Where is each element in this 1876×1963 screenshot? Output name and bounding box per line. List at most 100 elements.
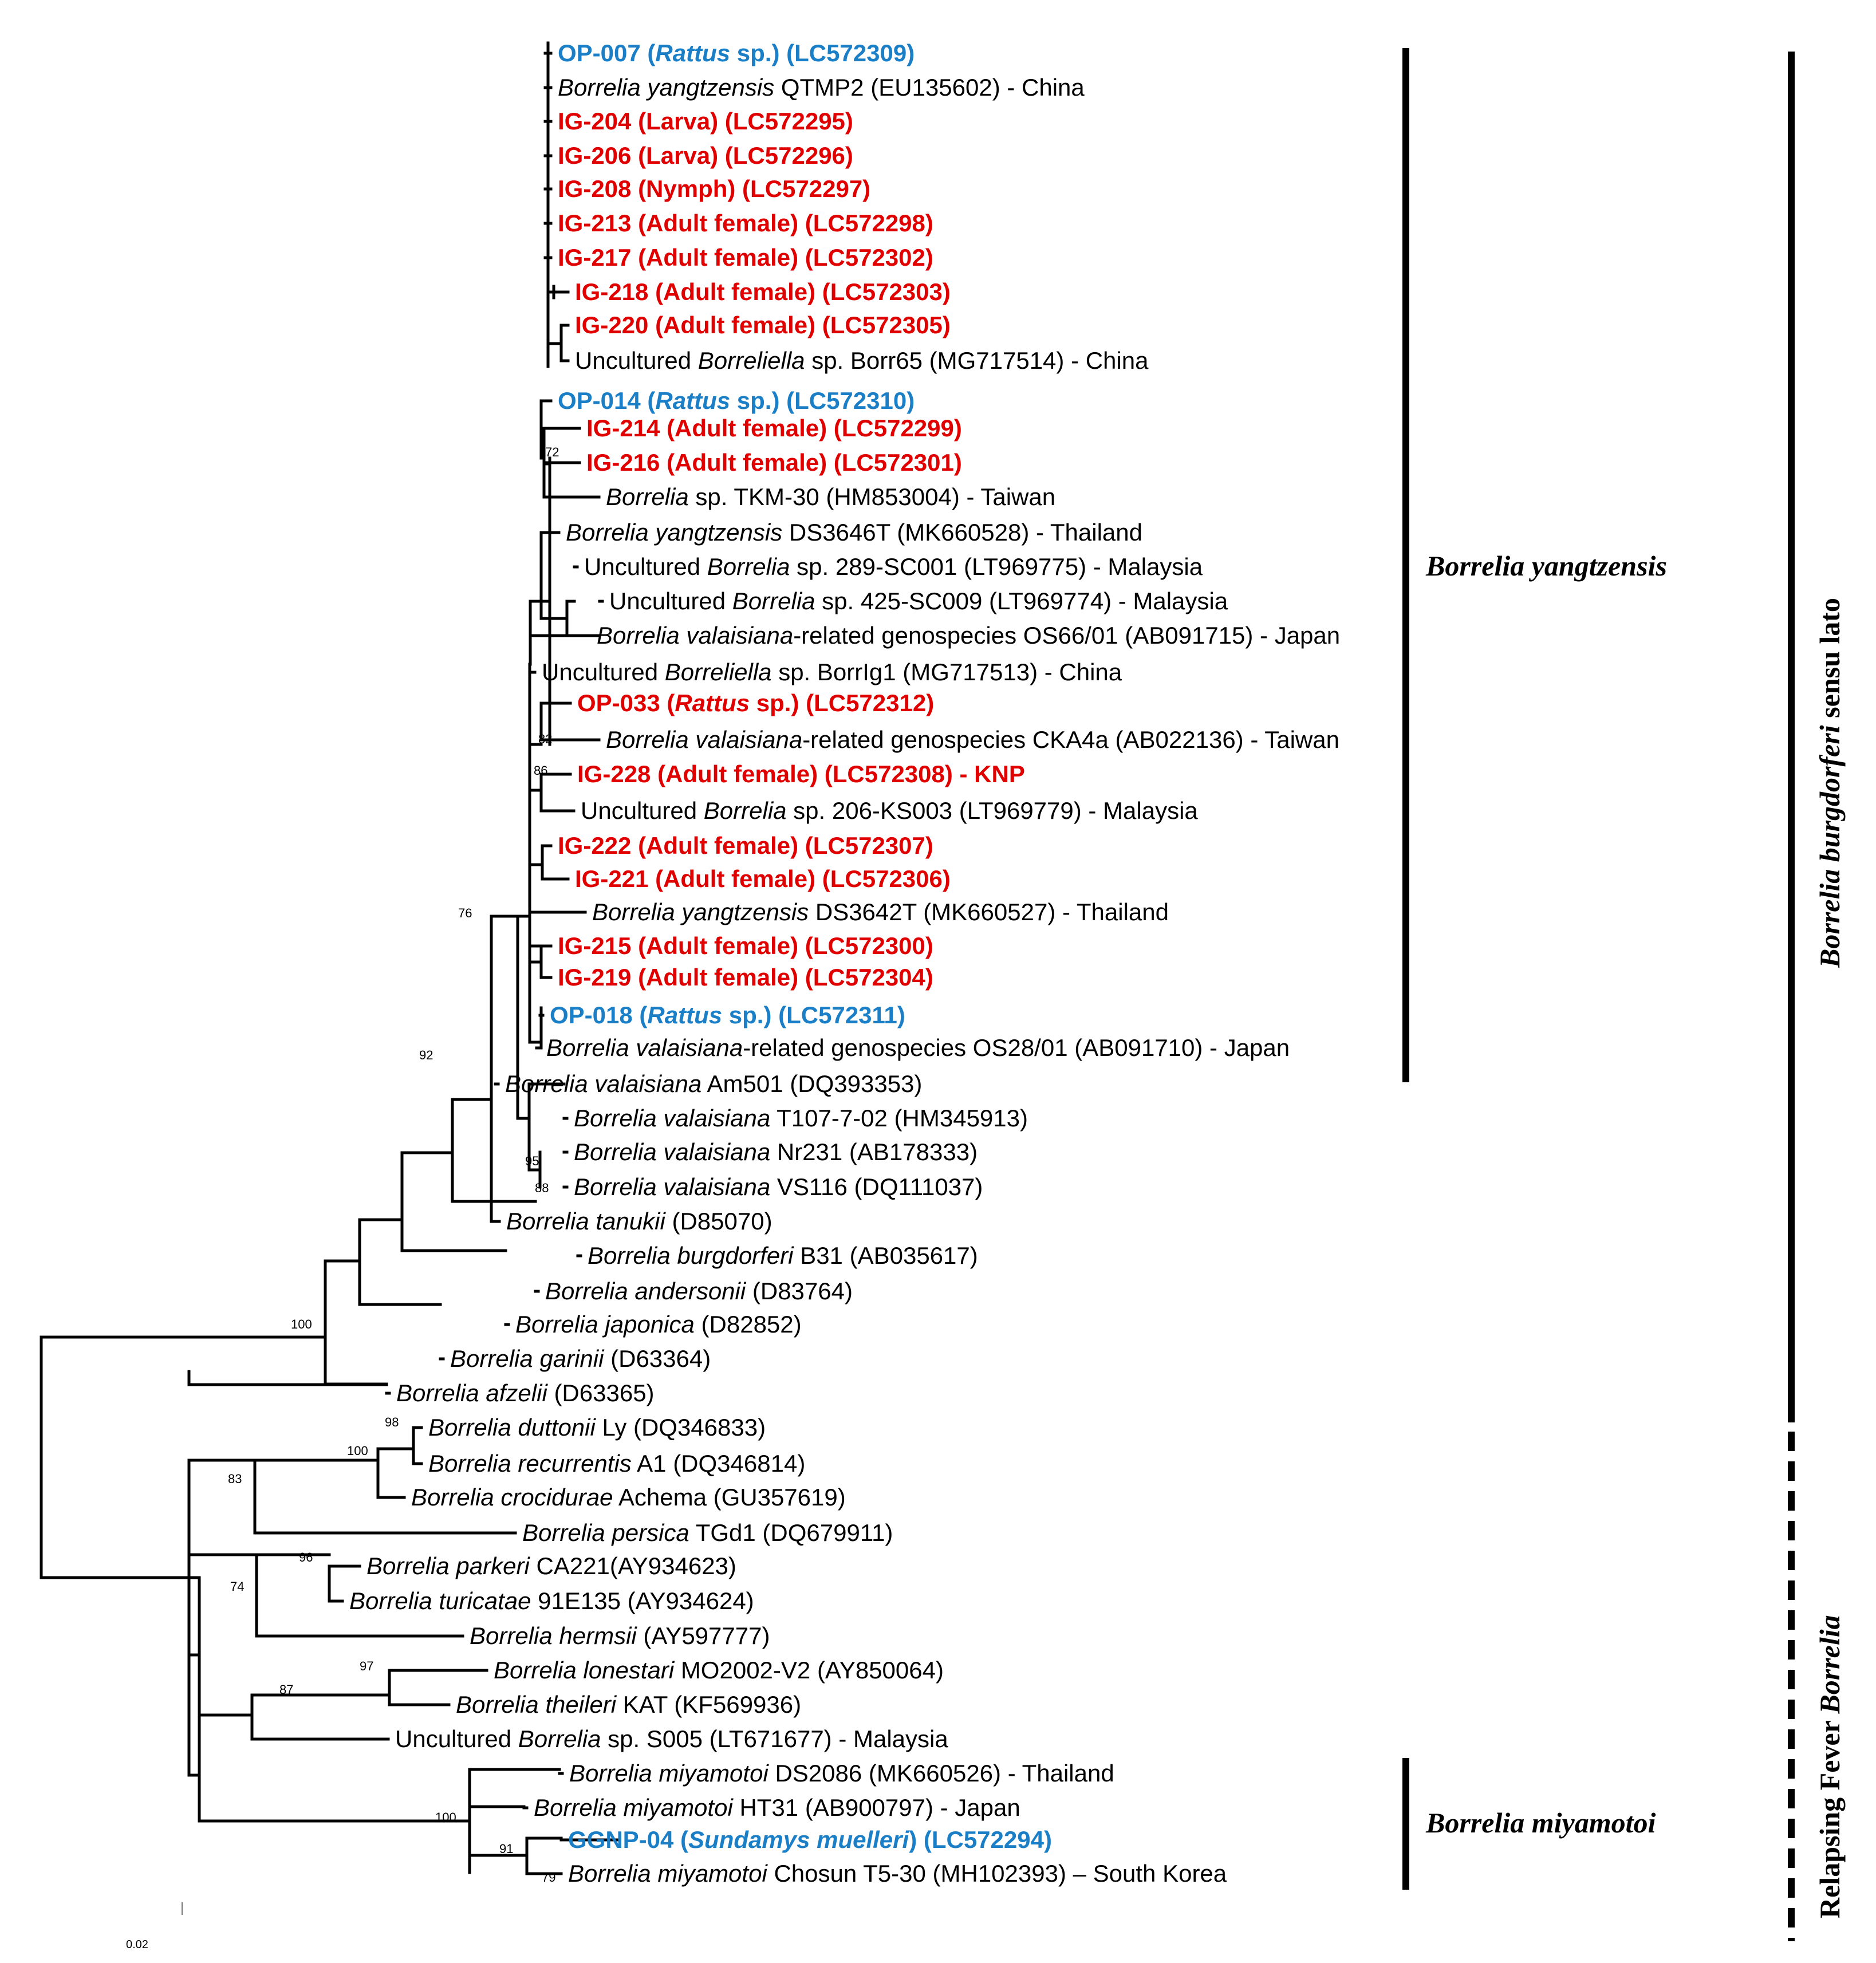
taxon-label-part: MO2002-V2 (AY850064) (674, 1657, 944, 1684)
sensu-lato-suffix: sensu lato (1814, 598, 1846, 725)
taxon-label-t22: IG-228 (Adult female) (LC572308) - KNP (577, 760, 1025, 787)
taxon-label-t37: Borrelia andersonii (D83764) (545, 1278, 853, 1304)
taxon-label-part: IG-208 (Nymph) (LC572297) (558, 175, 870, 202)
taxon-label-t7: IG-217 (Adult female) (LC572302) (558, 244, 933, 271)
taxon-label-part: Borrelia valaisiana (574, 1138, 770, 1165)
taxon-label-part: Borrelia valaisiana (574, 1105, 770, 1132)
taxon-label-part: Uncultured (575, 347, 698, 374)
taxon-label-part: ) (LC572294) (909, 1826, 1052, 1853)
bootstrap-values: 72 82 86 76 92 95 88 100 98 100 83 96 74… (228, 445, 559, 1885)
taxon-label-t8: IG-218 (Adult female) (LC572303) (575, 278, 951, 305)
yangtzensis-clade-label: Borrelia yangtzensis (1425, 550, 1667, 582)
taxon-label-part: 91E135 (AY934624) (531, 1587, 754, 1614)
bootstrap-label: 76 (458, 906, 472, 920)
taxon-label-part: sp. 206-KS003 (LT969779) - Malaysia (787, 797, 1199, 824)
taxon-label-part: Borrelia valaisiana (546, 1034, 743, 1061)
taxon-label-part: Borrelia (732, 588, 815, 614)
taxon-label-t54: Borrelia miyamotoi Chosun T5-30 (MH10239… (568, 1860, 1227, 1887)
taxon-label-part: DS2086 (MK660526) - Thailand (768, 1760, 1114, 1787)
taxon-label-part: IG-216 (Adult female) (LC572301) (586, 449, 962, 476)
taxon-label-part: Borrelia (704, 797, 787, 824)
taxon-label-t10: Uncultured Borreliella sp. Borr65 (MG717… (575, 347, 1149, 374)
taxon-label-part: sp.) (LC572312) (750, 689, 934, 716)
taxon-label-part: Borrelia andersonii (545, 1278, 747, 1304)
taxon-label-part: Borrelia yangtzensis (558, 74, 774, 101)
taxon-label-part: Ly (DQ346833) (596, 1414, 766, 1441)
taxon-label-part: sp. 425-SC009 (LT969774) - Malaysia (815, 588, 1228, 614)
taxon-label-part: -related genospecies OS66/01 (AB091715) … (793, 622, 1340, 649)
taxon-label-part: IG-220 (Adult female) (LC572305) (575, 312, 951, 338)
taxon-label-t36: Borrelia burgdorferi B31 (AB035617) (588, 1242, 978, 1269)
bootstrap-label: 100 (347, 1444, 368, 1458)
taxon-label-part: Borrelia theileri (456, 1691, 617, 1718)
taxon-label-part: Achema (GU357619) (613, 1484, 846, 1511)
taxon-label-t15: Borrelia yangtzensis DS3646T (MK660528) … (566, 519, 1142, 546)
taxon-label-part: Borrelia yangtzensis (566, 519, 782, 546)
taxon-label-part: IG-221 (Adult female) (LC572306) (575, 865, 951, 892)
bootstrap-label: 82 (538, 732, 552, 746)
taxon-label-part: IG-214 (Adult female) (LC572299) (586, 415, 962, 442)
taxon-label-t45: Borrelia parkeri CA221(AY934623) (366, 1552, 736, 1579)
taxon-label-t14: Borrelia sp. TKM-30 (HM853004) - Taiwan (606, 483, 1055, 510)
taxon-label-part: sp.) (LC572309) (730, 40, 915, 66)
taxon-label-part: T107-7-02 (HM345913) (770, 1105, 1028, 1132)
taxon-label-t47: Borrelia hermsii (AY597777) (470, 1622, 770, 1649)
taxon-label-part: Borrelia miyamotoi (534, 1794, 734, 1821)
taxon-label-part: OP-014 ( (558, 387, 655, 414)
taxon-label-part: (D63364) (604, 1345, 711, 1372)
taxon-label-part: Borrelia recurrentis (428, 1450, 632, 1477)
taxon-label-part: VS116 (DQ111037) (770, 1173, 983, 1200)
taxon-label-part: TGd1 (DQ679911) (689, 1519, 893, 1546)
taxon-label-part: IG-206 (Larva) (LC572296) (558, 142, 853, 169)
taxon-label-part: IG-228 (Adult female) (LC572308) - KNP (577, 760, 1025, 787)
taxon-label-t44: Borrelia persica TGd1 (DQ679911) (522, 1519, 893, 1546)
taxon-label-part: Borrelia hermsii (470, 1622, 637, 1649)
taxon-label-part: Borrelia japonica (515, 1311, 695, 1338)
miyamotoi-clade-label: Borrelia miyamotoi (1425, 1807, 1656, 1839)
taxon-label-t32: Borrelia valaisiana T107-7-02 (HM345913) (574, 1105, 1028, 1132)
taxon-label-part: Borrelia valaisiana (505, 1070, 701, 1097)
taxon-label-part: OP-007 ( (558, 40, 655, 66)
taxon-label-t46: Borrelia turicatae 91E135 (AY934624) (349, 1587, 754, 1614)
taxon-label-part: -related genospecies CKA4a (AB022136) - … (802, 726, 1339, 753)
taxon-label-part: sp.) (LC572311) (722, 1002, 905, 1028)
taxon-label-part: Borrelia valaisiana (574, 1173, 770, 1200)
taxon-label-part: Borrelia (707, 553, 790, 580)
bootstrap-label: 86 (534, 763, 547, 778)
taxon-label-part: Rattus (655, 40, 730, 66)
taxon-label-t18: Borrelia valaisiana-related genospecies … (597, 622, 1340, 649)
taxon-label-part: (D82852) (695, 1311, 802, 1338)
taxon-label-t49: Borrelia theileri KAT (KF569936) (456, 1691, 801, 1718)
taxon-label-t30: Borrelia valaisiana-related genospecies … (546, 1034, 1290, 1061)
taxon-label-part: sp. S005 (LT671677) - Malaysia (601, 1725, 949, 1752)
taxon-labels: OP-007 (Rattus sp.) (LC572309)Borrelia y… (349, 40, 1340, 1887)
taxon-label-t17: Uncultured Borrelia sp. 425-SC009 (LT969… (609, 588, 1228, 614)
taxon-label-t6: IG-213 (Adult female) (LC572298) (558, 210, 933, 236)
bootstrap-label: 95 (525, 1154, 539, 1168)
taxon-label-part: Borrelia garinii (450, 1345, 605, 1372)
taxon-label-t53: GGNP-04 (Sundamys muelleri) (LC572294) (568, 1826, 1052, 1853)
bootstrap-label: 98 (385, 1415, 399, 1429)
taxon-label-part: Borrelia tanukii (506, 1208, 666, 1235)
bootstrap-label: 88 (535, 1181, 549, 1195)
taxon-label-t23: Uncultured Borrelia sp. 206-KS003 (LT969… (581, 797, 1198, 824)
taxon-label-part: Borrelia (518, 1725, 601, 1752)
bootstrap-label: 79 (542, 1870, 555, 1885)
relapsing-fever-prefix: Relapsing Fever (1814, 1714, 1846, 1918)
taxon-label-part: Borrelia miyamotoi (568, 1860, 768, 1887)
taxon-label-part: sp. Borr65 (MG717514) - China (805, 347, 1149, 374)
taxon-label-part: sp. BorrIg1 (MG717513) - China (772, 659, 1122, 685)
taxon-label-t48: Borrelia lonestari MO2002-V2 (AY850064) (494, 1657, 944, 1684)
taxon-label-part: sp. TKM-30 (HM853004) - Taiwan (689, 483, 1055, 510)
taxon-label-part: Borrelia yangtzensis (592, 898, 809, 925)
bootstrap-label: 83 (228, 1472, 242, 1486)
taxon-label-part: Rattus (675, 689, 750, 716)
taxon-label-part: sp.) (LC572310) (730, 387, 915, 414)
taxon-label-t19: Uncultured Borreliella sp. BorrIg1 (MG71… (542, 659, 1122, 685)
taxon-label-part: Borreliella (698, 347, 805, 374)
taxon-label-part: (AY597777) (637, 1622, 770, 1649)
taxon-label-t24: IG-222 (Adult female) (LC572307) (558, 832, 933, 859)
bootstrap-label: 100 (435, 1810, 456, 1824)
taxon-label-part: (D85070) (665, 1208, 773, 1235)
